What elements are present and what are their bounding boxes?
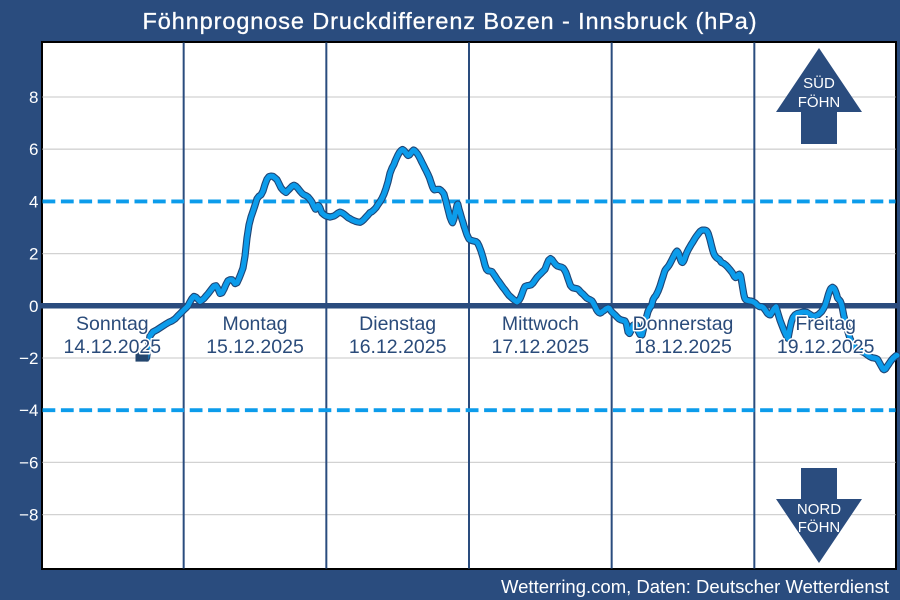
- svg-text:Dienstag: Dienstag: [359, 313, 436, 335]
- svg-text:−2: −2: [19, 349, 38, 368]
- svg-text:FÖHN: FÖHN: [798, 518, 841, 536]
- svg-text:8: 8: [29, 88, 38, 107]
- svg-text:16.12.2025: 16.12.2025: [349, 336, 447, 358]
- svg-text:0: 0: [29, 297, 38, 316]
- svg-text:17.12.2025: 17.12.2025: [492, 336, 590, 358]
- svg-text:Freitag: Freitag: [795, 313, 856, 335]
- svg-text:NORD: NORD: [797, 501, 841, 518]
- svg-text:−6: −6: [19, 453, 38, 472]
- svg-text:−8: −8: [19, 506, 38, 525]
- svg-text:19.12.2025: 19.12.2025: [777, 336, 875, 358]
- svg-text:18.12.2025: 18.12.2025: [634, 336, 732, 358]
- svg-text:−4: −4: [19, 401, 38, 420]
- svg-text:Sonntag: Sonntag: [76, 313, 149, 335]
- svg-text:15.12.2025: 15.12.2025: [206, 336, 304, 358]
- svg-text:Donnerstag: Donnerstag: [633, 313, 734, 335]
- svg-text:6: 6: [29, 140, 38, 159]
- svg-text:Montag: Montag: [222, 313, 287, 335]
- svg-text:SÜD: SÜD: [803, 74, 835, 92]
- svg-text:14.12.2025: 14.12.2025: [64, 336, 162, 358]
- svg-text:FÖHN: FÖHN: [798, 93, 841, 111]
- svg-text:Mittwoch: Mittwoch: [502, 313, 579, 335]
- svg-text:4: 4: [29, 192, 38, 211]
- svg-text:2: 2: [29, 245, 38, 264]
